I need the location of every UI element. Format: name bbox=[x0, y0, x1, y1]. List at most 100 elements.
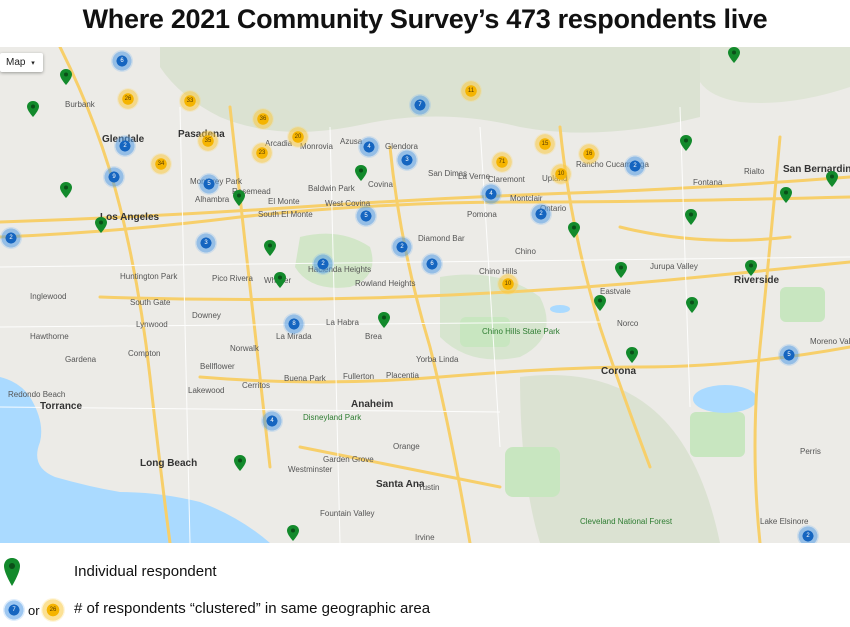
place-label-arcadia: Arcadia bbox=[265, 139, 293, 148]
place-label-bellflower: Bellflower bbox=[200, 362, 235, 371]
individual-respondent-pin-icon[interactable] bbox=[568, 222, 580, 238]
cluster-marker-blue[interactable]: 5 bbox=[778, 344, 800, 366]
individual-respondent-pin-icon[interactable] bbox=[233, 190, 245, 206]
cluster-count: 8 bbox=[292, 321, 296, 327]
cluster-count: 20 bbox=[294, 134, 302, 140]
place-label-azusa: Azusa bbox=[340, 137, 363, 146]
cluster-marker-yellow[interactable]: 36 bbox=[252, 108, 274, 130]
place-label-eastvale: Eastvale bbox=[600, 287, 631, 296]
individual-respondent-pin-icon[interactable] bbox=[680, 135, 692, 151]
legend-cluster-blue-icon: 7 bbox=[3, 599, 25, 621]
cluster-count: 71 bbox=[498, 159, 506, 165]
place-label-riverside: Riverside bbox=[734, 275, 780, 286]
individual-respondent-pin-icon[interactable] bbox=[686, 297, 698, 313]
cluster-marker-blue[interactable]: 7 bbox=[409, 94, 431, 116]
cluster-count: 6 bbox=[120, 58, 124, 64]
cluster-marker-yellow[interactable]: 34 bbox=[150, 153, 172, 175]
individual-respondent-pin-icon[interactable] bbox=[355, 165, 367, 181]
cluster-marker-blue[interactable]: 9 bbox=[103, 166, 125, 188]
individual-respondent-pin-icon[interactable] bbox=[287, 525, 299, 541]
place-label-san-bernardino: San Bernardino bbox=[783, 164, 850, 175]
legend-cluster-blue-count: 7 bbox=[12, 607, 16, 613]
place-label-la-habra: La Habra bbox=[326, 318, 359, 327]
cluster-count: 2 bbox=[123, 143, 127, 149]
legend-pin-icon bbox=[4, 558, 20, 586]
cluster-count: 33 bbox=[186, 98, 194, 104]
cluster-marker-yellow[interactable]: 10 bbox=[550, 163, 572, 185]
cluster-marker-yellow[interactable]: 15 bbox=[534, 133, 556, 155]
place-label-hawthorne: Hawthorne bbox=[30, 332, 69, 341]
individual-respondent-pin-icon[interactable] bbox=[60, 182, 72, 198]
individual-respondent-pin-icon[interactable] bbox=[826, 171, 838, 187]
cluster-marker-yellow[interactable]: 23 bbox=[251, 142, 273, 164]
pacific-ocean bbox=[0, 377, 270, 543]
cluster-marker-yellow[interactable]: 10 bbox=[497, 273, 519, 295]
cluster-marker-blue[interactable]: 3 bbox=[396, 149, 418, 171]
chart-title: Where 2021 Community Survey’s 473 respon… bbox=[82, 4, 768, 34]
individual-respondent-pin-icon[interactable] bbox=[626, 347, 638, 363]
cluster-marker-yellow[interactable]: 71 bbox=[491, 151, 513, 173]
cluster-marker-blue[interactable]: 5 bbox=[198, 173, 220, 195]
cluster-marker-blue[interactable]: 6 bbox=[111, 50, 133, 72]
individual-respondent-pin-icon[interactable] bbox=[685, 209, 697, 225]
cluster-marker-blue[interactable]: 2 bbox=[0, 227, 22, 249]
cluster-marker-yellow[interactable]: 35 bbox=[197, 130, 219, 152]
place-label-torrance: Torrance bbox=[40, 401, 83, 412]
cluster-marker-blue[interactable]: 2 bbox=[114, 135, 136, 157]
place-label-buena-park: Buena Park bbox=[284, 374, 326, 383]
individual-respondent-pin-icon[interactable] bbox=[274, 272, 286, 288]
place-label-garden-grove: Garden Grove bbox=[323, 455, 374, 464]
individual-respondent-pin-icon[interactable] bbox=[780, 187, 792, 203]
cluster-marker-blue[interactable]: 6 bbox=[421, 253, 443, 275]
cluster-marker-blue[interactable]: 4 bbox=[480, 183, 502, 205]
map-type-dropdown[interactable]: Map ▾ bbox=[0, 53, 43, 72]
place-label-pomona: Pomona bbox=[467, 210, 497, 219]
individual-respondent-pin-icon[interactable] bbox=[728, 47, 740, 63]
cluster-marker-blue[interactable]: 5 bbox=[355, 205, 377, 227]
cluster-count: 2 bbox=[400, 244, 404, 250]
cluster-count: 23 bbox=[258, 150, 266, 156]
place-label-cleveland-national-forest: Cleveland National Forest bbox=[580, 517, 673, 526]
place-label-montclair: Montclair bbox=[510, 194, 543, 203]
individual-respondent-pin-icon[interactable] bbox=[234, 455, 246, 471]
place-label-long-beach: Long Beach bbox=[140, 458, 198, 469]
cluster-marker-blue[interactable]: 2 bbox=[530, 203, 552, 225]
individual-respondent-pin-icon[interactable] bbox=[378, 312, 390, 328]
place-label-brea: Brea bbox=[365, 332, 382, 341]
place-label-chino: Chino bbox=[515, 247, 536, 256]
map-type-label: Map bbox=[6, 57, 26, 68]
cluster-marker-yellow[interactable]: 11 bbox=[460, 80, 482, 102]
cluster-marker-blue[interactable]: 2 bbox=[391, 236, 413, 258]
individual-respondent-pin-icon[interactable] bbox=[594, 295, 606, 311]
cluster-marker-yellow[interactable]: 16 bbox=[578, 143, 600, 165]
cluster-marker-blue[interactable]: 2 bbox=[312, 253, 334, 275]
place-label-corona: Corona bbox=[601, 366, 636, 377]
cluster-marker-blue[interactable]: 4 bbox=[358, 136, 380, 158]
place-label-cerritos: Cerritos bbox=[242, 381, 271, 390]
place-label-south-gate: South Gate bbox=[130, 298, 171, 307]
cluster-marker-blue[interactable]: 4 bbox=[261, 410, 283, 432]
cluster-marker-blue[interactable]: 8 bbox=[283, 313, 305, 335]
individual-respondent-pin-icon[interactable] bbox=[60, 69, 72, 85]
place-label-monrovia: Monrovia bbox=[300, 142, 333, 151]
place-label-alhambra: Alhambra bbox=[195, 195, 230, 204]
cluster-count: 3 bbox=[405, 157, 409, 163]
individual-respondent-pin-icon[interactable] bbox=[95, 217, 107, 233]
place-label-perris: Perris bbox=[800, 447, 821, 456]
cluster-marker-blue[interactable]: 2 bbox=[797, 525, 819, 543]
place-label-fullerton: Fullerton bbox=[343, 372, 375, 381]
place-label-lynwood: Lynwood bbox=[136, 320, 168, 329]
cluster-marker-blue[interactable]: 3 bbox=[195, 232, 217, 254]
map-canvas[interactable]: Map ▾ Los AngelesPasadenaGlendaleBurbank… bbox=[0, 47, 850, 543]
cluster-marker-yellow[interactable]: 26 bbox=[117, 88, 139, 110]
place-label-ontario: Ontario bbox=[540, 204, 567, 213]
cluster-marker-yellow[interactable]: 20 bbox=[287, 126, 309, 148]
place-label-lake-elsinore: Lake Elsinore bbox=[760, 517, 809, 526]
individual-respondent-pin-icon[interactable] bbox=[745, 260, 757, 276]
cluster-marker-yellow[interactable]: 33 bbox=[179, 90, 201, 112]
individual-respondent-pin-icon[interactable] bbox=[264, 240, 276, 256]
individual-respondent-pin-icon[interactable] bbox=[615, 262, 627, 278]
individual-respondent-pin-icon[interactable] bbox=[27, 101, 39, 117]
cluster-marker-blue[interactable]: 2 bbox=[624, 155, 646, 177]
cluster-count: 36 bbox=[259, 116, 267, 122]
